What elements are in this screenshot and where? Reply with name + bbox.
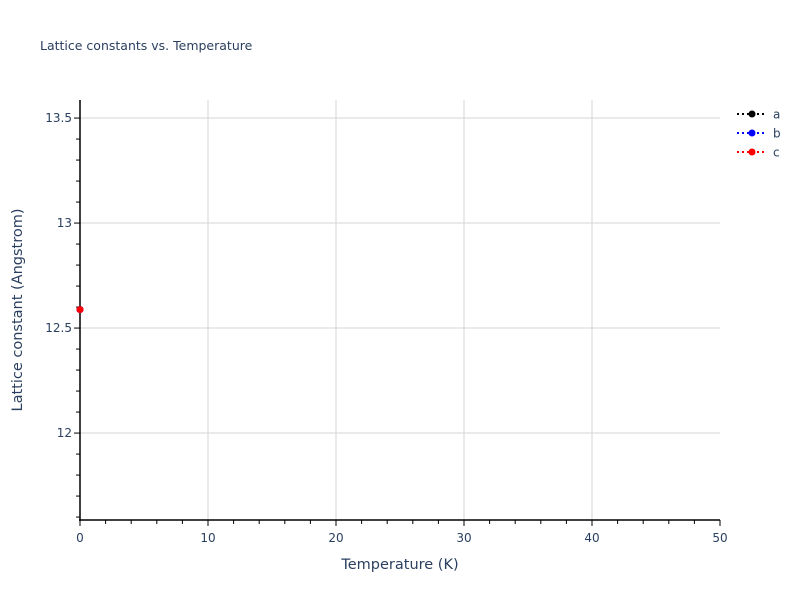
y-tick-label: 13.5	[45, 111, 72, 125]
x-tick-label: 10	[200, 531, 215, 545]
x-tick-label: 0	[76, 531, 84, 545]
legend-marker-c	[748, 148, 756, 156]
axes	[79, 100, 720, 521]
grid	[80, 100, 720, 520]
legend-marker-a	[748, 110, 756, 118]
x-tick-label: 30	[456, 531, 471, 545]
data-marks	[76, 306, 84, 314]
legend-marker-b	[748, 129, 756, 137]
chart-title: Lattice constants vs. Temperature	[40, 38, 253, 53]
legend-label-c: c	[773, 146, 780, 160]
ticks: 0 10 20 30 40 50 12 12.5 13 13.5	[45, 111, 727, 545]
x-tick-label: 20	[328, 531, 343, 545]
y-tick-label: 13	[57, 216, 72, 230]
y-tick-label: 12	[57, 426, 72, 440]
legend-label-a: a	[773, 108, 780, 122]
data-point-c	[76, 306, 84, 314]
y-tick-label: 12.5	[45, 321, 72, 335]
y-axis-label: Lattice constant (Angstrom)	[10, 208, 26, 411]
x-tick-label: 40	[584, 531, 599, 545]
legend[interactable]: abc	[737, 108, 781, 160]
x-tick-label: 50	[712, 531, 727, 545]
x-axis-label: Temperature (K)	[340, 557, 458, 573]
legend-label-b: b	[773, 127, 781, 141]
